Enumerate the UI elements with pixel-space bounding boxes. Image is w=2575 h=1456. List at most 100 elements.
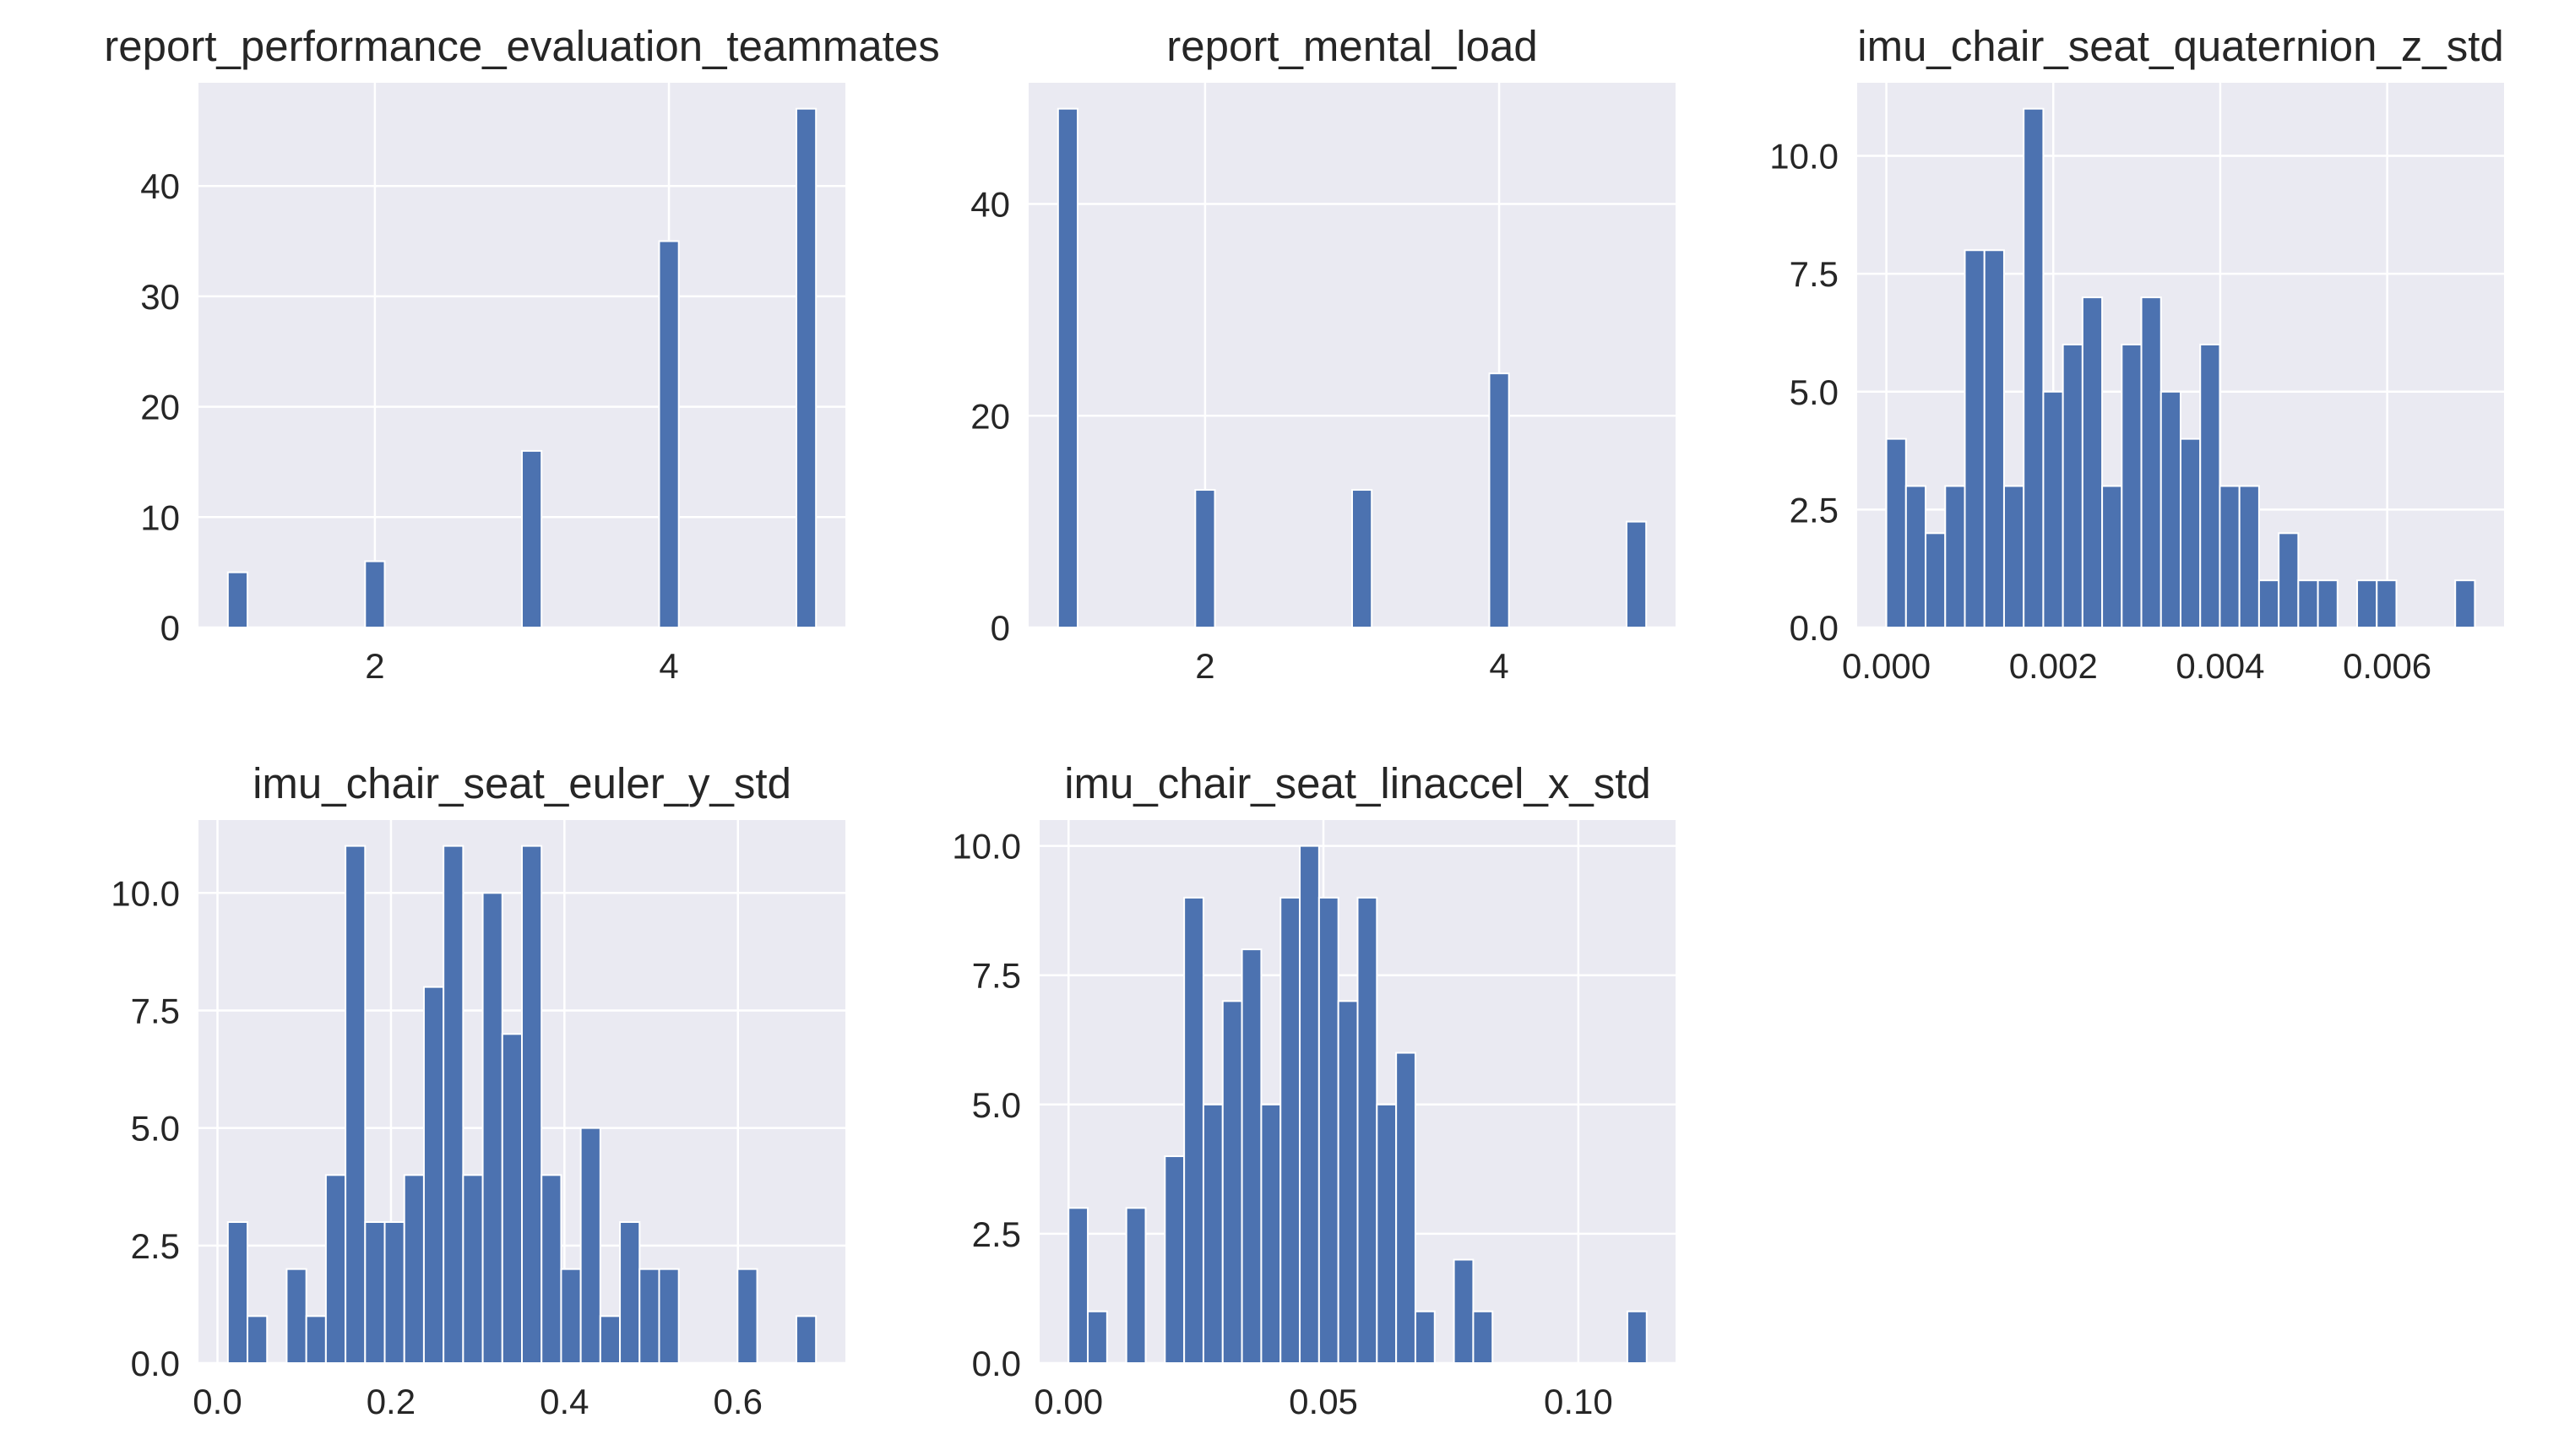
- bar: [1983, 249, 2005, 628]
- bar: [2297, 579, 2319, 628]
- bar: [443, 845, 464, 1364]
- bar: [462, 1174, 484, 1365]
- y-tick-label: 10.0: [1769, 137, 1839, 177]
- bar: [2042, 390, 2064, 628]
- bar: [305, 1315, 327, 1364]
- y-tick-label: 2.5: [131, 1226, 180, 1266]
- bar: [658, 240, 680, 628]
- bar: [1087, 1310, 1108, 1365]
- y-tick-label: 2.5: [1790, 490, 1839, 530]
- y-tick-label: 20: [140, 388, 180, 427]
- x-tick-label: 0.4: [540, 1382, 589, 1421]
- x-tick-label: 2: [1195, 646, 1214, 686]
- y-tick-label: 0.0: [972, 1344, 1021, 1383]
- x-tick-label: 0.0: [193, 1382, 242, 1421]
- y-tick-label: 20: [970, 396, 1010, 436]
- y-tick-label: 2.5: [972, 1214, 1021, 1254]
- bar: [521, 845, 543, 1364]
- bar: [1067, 1207, 1089, 1365]
- bar: [1488, 372, 1510, 628]
- y-tick-label: 0.0: [1790, 608, 1839, 648]
- y-tick-label: 5.0: [972, 1085, 1021, 1125]
- y-tick-label: 10.0: [952, 827, 1021, 867]
- bar: [1194, 489, 1216, 628]
- bar: [1626, 1310, 1648, 1365]
- bar: [1202, 1103, 1224, 1365]
- y-tick-label: 30: [140, 277, 180, 317]
- bar: [2238, 485, 2260, 628]
- x-tick-label: 0.00: [1034, 1382, 1103, 1421]
- bar: [2180, 437, 2202, 628]
- bar: [2159, 390, 2182, 628]
- bar: [795, 1315, 818, 1364]
- bar: [599, 1315, 622, 1364]
- subplot: 0 10 20 30 40 2 4 report_performance_evaluation…: [104, 22, 939, 686]
- bar: [226, 571, 249, 628]
- subplot-title: report_performance_evaluation_teammates: [104, 22, 939, 70]
- bar: [324, 1174, 347, 1365]
- bar: [2062, 343, 2083, 628]
- bar: [736, 1268, 758, 1364]
- subplot-title: imu_chair_seat_quaternion_z_std: [1857, 22, 2504, 70]
- bar: [2023, 107, 2045, 628]
- bar: [619, 1220, 641, 1365]
- bar: [1625, 520, 1648, 628]
- y-tick-label: 7.5: [131, 991, 180, 1030]
- subplot: 0.0 2.5 5.0 7.5 10.0 0.000 0.002 0.004 0.006 imu_…: [1769, 22, 2504, 686]
- y-tick-label: 0.0: [131, 1344, 180, 1383]
- bar: [579, 1127, 601, 1364]
- bar: [1337, 1000, 1359, 1365]
- y-tick-label: 10: [140, 497, 180, 537]
- x-tick-label: 0.2: [367, 1382, 416, 1421]
- subplot: 0.0 2.5 5.0 7.5 10.0 0.0 0.2 0.4 0.6 imu_chair_se…: [111, 759, 845, 1421]
- x-tick-label: 0.006: [2343, 646, 2431, 686]
- bar: [2140, 296, 2162, 628]
- bar: [1453, 1258, 1475, 1364]
- bar: [1925, 532, 1947, 629]
- bar: [345, 845, 367, 1364]
- bar: [1376, 1103, 1398, 1365]
- subplot: 0.0 2.5 5.0 7.5 10.0 0.00 0.05 0.10 imu_chair_se…: [952, 759, 1676, 1421]
- x-tick-label: 0.000: [1842, 646, 1931, 686]
- bar: [1885, 437, 1907, 628]
- bar: [1356, 896, 1378, 1365]
- bar: [1414, 1310, 1436, 1365]
- x-tick-label: 0.05: [1289, 1382, 1358, 1421]
- subplot-title: imu_chair_seat_linaccel_x_std: [1064, 759, 1651, 807]
- bar: [2257, 579, 2280, 628]
- bar: [2002, 485, 2025, 628]
- bar: [1221, 1000, 1243, 1365]
- bar: [1125, 1207, 1147, 1365]
- bar: [226, 1220, 249, 1365]
- bar: [1241, 948, 1263, 1364]
- subplot: 0 20 40 2 4 report_mental_load: [970, 22, 1676, 686]
- bar: [1472, 1310, 1494, 1365]
- bar: [560, 1268, 582, 1364]
- bar: [1057, 107, 1079, 628]
- y-tick-label: 0: [160, 608, 180, 648]
- bar: [2317, 579, 2339, 628]
- bar: [285, 1268, 307, 1364]
- bar: [1395, 1051, 1416, 1364]
- y-tick-label: 5.0: [1790, 372, 1839, 412]
- bar: [2219, 485, 2241, 628]
- bar: [541, 1174, 562, 1365]
- y-tick-label: 0: [991, 608, 1010, 648]
- bar: [501, 1033, 524, 1364]
- y-tick-label: 7.5: [972, 956, 1021, 996]
- bar: [1260, 1103, 1282, 1365]
- bar: [1183, 896, 1204, 1365]
- x-tick-label: 0.004: [2176, 646, 2264, 686]
- y-tick-label: 40: [970, 185, 1010, 225]
- bar: [2081, 296, 2104, 628]
- bar: [1279, 896, 1301, 1365]
- y-tick-label: 10.0: [111, 873, 180, 913]
- bar: [403, 1174, 425, 1365]
- bar: [422, 986, 445, 1365]
- y-tick-label: 40: [140, 166, 180, 206]
- bar: [2376, 579, 2398, 628]
- x-tick-label: 4: [659, 646, 678, 686]
- bar: [1317, 896, 1339, 1365]
- bar: [364, 1220, 386, 1365]
- bar: [383, 1220, 405, 1365]
